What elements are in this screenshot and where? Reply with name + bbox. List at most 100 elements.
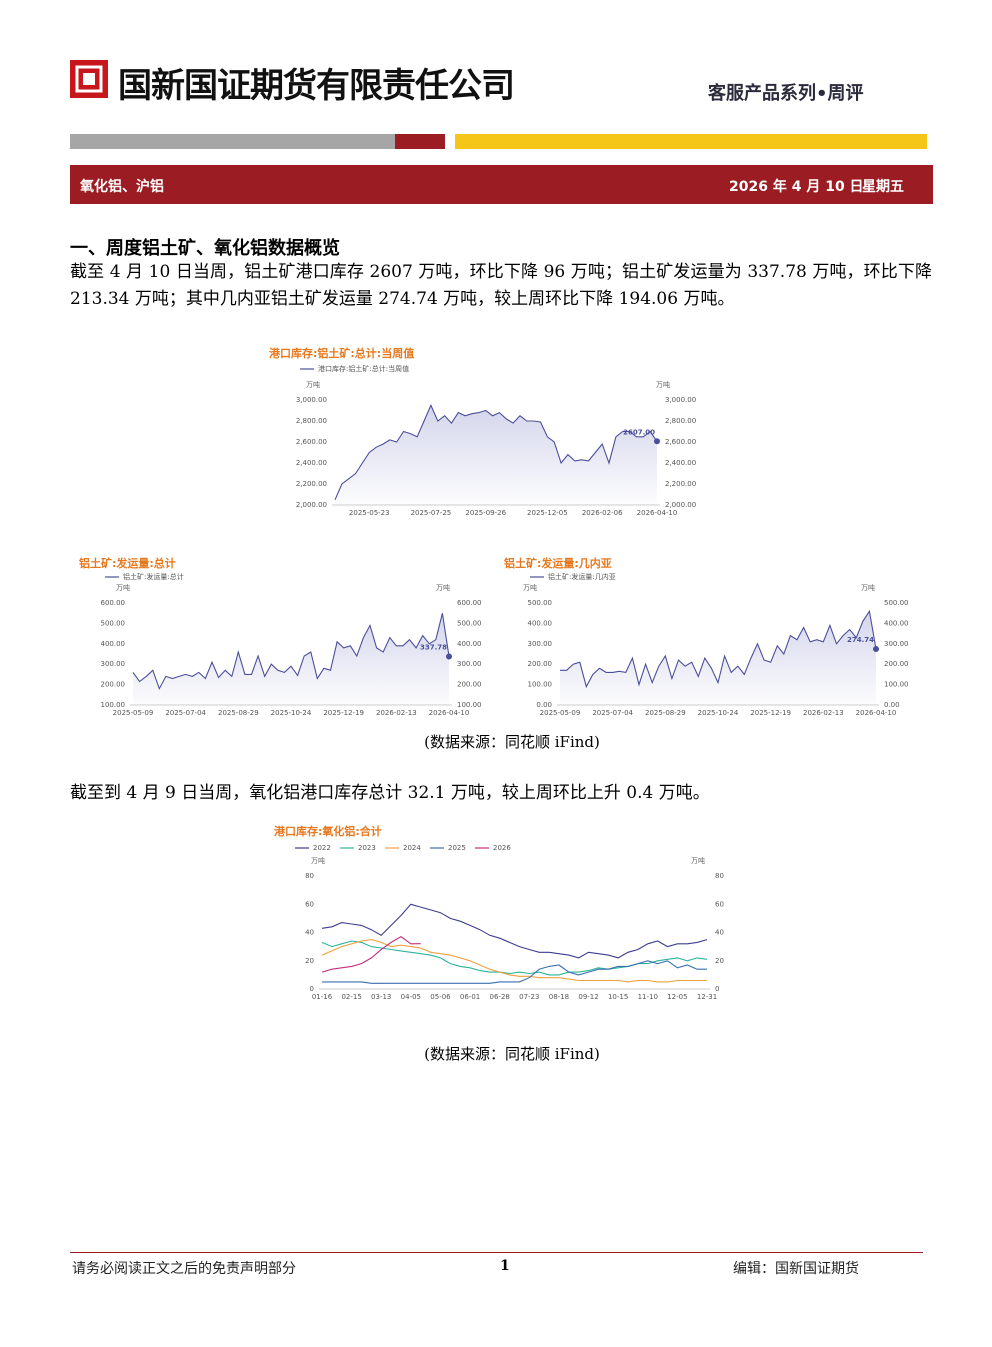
series-line xyxy=(322,960,707,984)
y2-tick-label: 600.00 xyxy=(457,599,482,607)
legend-label: 铝土矿:发运量:几内亚 xyxy=(548,572,616,581)
chart-title: 铝土矿:发运量:总计 xyxy=(79,556,176,570)
x-tick-label: 07-23 xyxy=(519,993,539,1001)
x-tick-label: 03-13 xyxy=(371,993,391,1001)
series-line xyxy=(560,609,877,689)
series-line xyxy=(321,936,421,973)
x-tick-label: 02-15 xyxy=(341,993,361,1001)
x-tick-label: 10-15 xyxy=(608,993,628,1001)
point-marker xyxy=(654,438,660,445)
red-bar xyxy=(395,134,445,149)
x-tick-label: 04-05 xyxy=(401,993,421,1001)
company-name: 国新国证期货有限责任公司 xyxy=(118,66,515,106)
series-line xyxy=(132,613,450,691)
x-tick-label: 11-10 xyxy=(638,993,658,1001)
x-tick-label: 01-16 xyxy=(312,993,333,1001)
y-tick-label: 2,800.00 xyxy=(296,417,327,425)
paragraph: 截至到 4 月 9 日当周，氧化铝港口库存总计 32.1 万吨，较上周环比上升 … xyxy=(70,783,710,803)
x-tick-label: 2025-08-29 xyxy=(218,709,259,717)
y2-tick-label: 20 xyxy=(715,957,724,965)
x-tick-label: 2025-09-26 xyxy=(465,509,506,517)
y2-tick-label: 200.00 xyxy=(457,681,482,689)
legend-label: 2026 xyxy=(493,844,511,852)
y-tick-label: 2,000.00 xyxy=(296,501,327,509)
area xyxy=(560,611,876,705)
y2-tick-label: 60 xyxy=(715,900,724,908)
y2-tick-label: 500.00 xyxy=(884,599,909,607)
x-tick-label: 09-12 xyxy=(578,993,598,1001)
x-tick-label: 2025-12-19 xyxy=(750,709,791,717)
y2-axis-label: 万吨 xyxy=(861,583,875,592)
y2-tick-label: 3,000.00 xyxy=(665,396,696,404)
y2-tick-label: 200.00 xyxy=(884,660,909,668)
y-tick-label: 60 xyxy=(305,900,314,908)
y-tick-label: 500.00 xyxy=(101,619,126,627)
chart-title: 港口库存:氧化铝:合计 xyxy=(274,824,382,838)
x-tick-label: 2026-04-10 xyxy=(429,709,470,717)
x-tick-label: 2025-05-23 xyxy=(349,509,390,517)
logo xyxy=(70,60,108,98)
y-tick-label: 200.00 xyxy=(101,681,126,689)
y2-tick-label: 100.00 xyxy=(457,701,482,709)
paragraph: 截至 4 月 10 日当周，铝土矿港口库存 2607 万吨，环比下降 96 万吨… xyxy=(70,262,932,309)
page-number: 1 xyxy=(500,1258,510,1274)
legend-label: 2023 xyxy=(358,844,376,852)
y2-tick-label: 2,200.00 xyxy=(665,480,696,488)
x-tick-label: 2026-02-06 xyxy=(582,509,623,517)
y2-tick-label: 100.00 xyxy=(884,681,909,689)
y-tick-label: 2,200.00 xyxy=(296,480,327,488)
x-tick-label: 05-06 xyxy=(430,993,451,1001)
x-tick-label: 2025-10-24 xyxy=(271,709,312,717)
y-axis-label: 万吨 xyxy=(306,380,320,389)
y-tick-label: 20 xyxy=(305,957,314,965)
y2-tick-label: 2,000.00 xyxy=(665,501,696,509)
y2-tick-label: 40 xyxy=(715,929,724,937)
y-tick-label: 600.00 xyxy=(101,599,126,607)
x-tick-label: 12-31 xyxy=(697,993,717,1001)
x-tick-label: 2026-04-10 xyxy=(637,509,678,517)
y2-tick-label: 400.00 xyxy=(457,640,482,648)
x-tick-label: 2025-12-19 xyxy=(323,709,364,717)
series-line xyxy=(321,940,708,976)
y2-tick-label: 0.00 xyxy=(884,701,900,709)
y2-tick-label: 400.00 xyxy=(884,619,909,627)
y-tick-label: 0.00 xyxy=(536,701,552,709)
legend-label: 铝土矿:发运量:总计 xyxy=(123,572,184,581)
area xyxy=(133,613,449,705)
y-tick-label: 400.00 xyxy=(528,619,553,627)
x-tick-label: 2026-02-13 xyxy=(803,709,844,717)
y-axis-label: 万吨 xyxy=(116,583,130,592)
y2-axis-label: 万吨 xyxy=(656,380,670,389)
y2-tick-label: 500.00 xyxy=(457,619,482,627)
caption: (数据来源：同花顺 iFind) xyxy=(424,1045,600,1063)
x-tick-label: 06-28 xyxy=(490,993,510,1001)
y-tick-label: 40 xyxy=(305,929,314,937)
y-tick-label: 2,400.00 xyxy=(296,459,327,467)
y-tick-label: 80 xyxy=(305,872,314,880)
banner-date: 2026 年 4 月 10 日 xyxy=(729,179,864,195)
series-line xyxy=(321,939,707,983)
y-tick-label: 500.00 xyxy=(528,599,553,607)
point-marker xyxy=(446,653,452,660)
y2-tick-label: 0 xyxy=(715,985,719,993)
banner xyxy=(70,165,933,204)
x-tick-label: 2025-07-25 xyxy=(411,509,452,517)
y2-tick-label: 300.00 xyxy=(457,660,482,668)
y2-tick-label: 300.00 xyxy=(884,640,909,648)
point-marker xyxy=(873,645,879,652)
x-tick-label: 2025-10-24 xyxy=(698,709,739,717)
x-tick-label: 2025-12-05 xyxy=(527,509,568,517)
y2-tick-label: 80 xyxy=(715,872,724,880)
banner-weekday: 星期五 xyxy=(862,179,904,195)
y-tick-label: 400.00 xyxy=(101,640,126,648)
x-tick-label: 2025-05-09 xyxy=(540,709,581,717)
y2-tick-label: 2,600.00 xyxy=(665,438,696,446)
series-label: 客服产品系列•周评 xyxy=(708,83,864,104)
y-tick-label: 100.00 xyxy=(528,681,553,689)
y-tick-label: 3,000.00 xyxy=(296,396,327,404)
y-axis-label: 万吨 xyxy=(311,856,325,865)
x-tick-label: 2026-02-13 xyxy=(376,709,417,717)
